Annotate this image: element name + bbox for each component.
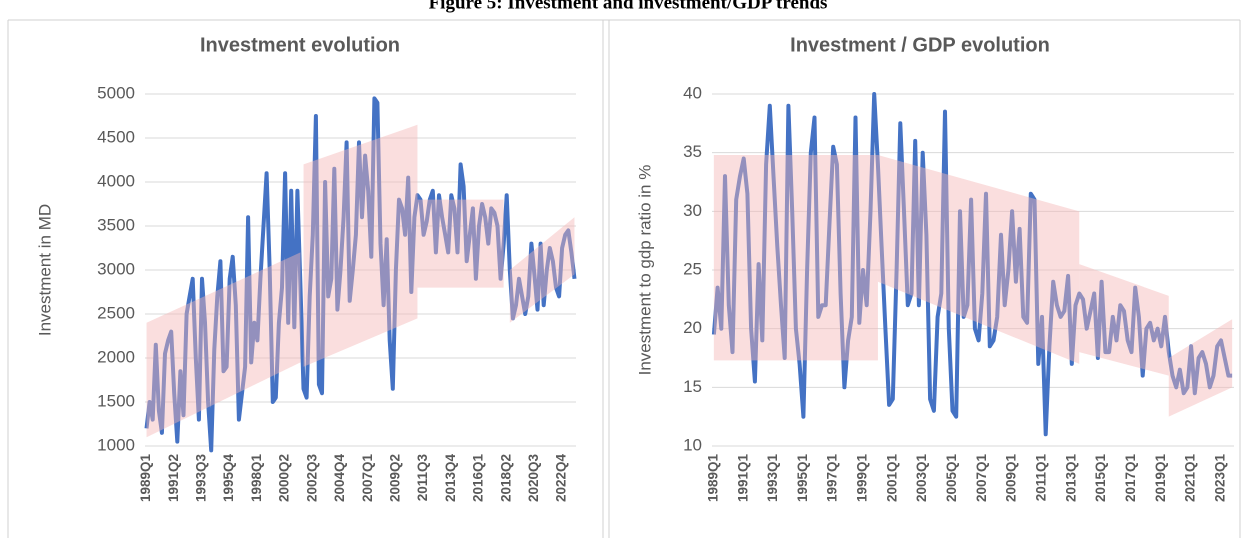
x-tick-label: 2023Q1	[1213, 454, 1228, 503]
y-tick-label: 40	[683, 83, 702, 102]
figure-title: Figure 5: Investment and investment/GDP …	[429, 0, 828, 13]
y-tick-label: 25	[683, 259, 702, 278]
x-tick-label: 1993Q1	[765, 454, 780, 503]
x-tick-label: 2022Q4	[554, 454, 569, 503]
y-tick-label: 30	[683, 201, 702, 220]
x-tick-label: 1995Q1	[795, 454, 810, 503]
x-tick-label: 2009Q2	[387, 454, 402, 502]
y-tick-label: 1500	[97, 391, 135, 410]
x-tick-label: 1997Q1	[825, 454, 840, 503]
x-tick-label: 2015Q1	[1093, 454, 1108, 503]
y-tick-label: 4500	[97, 127, 135, 146]
trend-band	[303, 124, 418, 367]
x-tick-label: 2007Q1	[974, 454, 989, 503]
x-tick-label: 2017Q1	[1123, 454, 1138, 503]
x-tick-label: 1993Q3	[194, 454, 209, 503]
x-tick-label: 2013Q4	[443, 454, 458, 503]
x-tick-label: 2021Q1	[1183, 454, 1198, 503]
y-tick-label: 5000	[97, 83, 135, 102]
x-tick-label: 1999Q1	[855, 454, 870, 503]
trend-band	[146, 252, 301, 438]
y-tick-label: 4000	[97, 171, 135, 190]
x-tick-label: 2013Q1	[1063, 454, 1078, 503]
y-tick-label: 2500	[97, 303, 135, 322]
y-tick-label: 1000	[97, 435, 135, 454]
x-tick-label: 2009Q1	[1004, 454, 1019, 503]
data-line	[711, 92, 1233, 437]
x-tick-label: 2000Q2	[277, 454, 292, 502]
x-tick-label: 1989Q1	[705, 454, 720, 503]
x-tick-label: 2007Q1	[360, 454, 375, 503]
x-tick-label: 2020Q3	[526, 454, 541, 503]
y-tick-label: 10	[683, 435, 702, 454]
y-axis-title: Investment to gdp ratio in %	[635, 165, 654, 376]
y-tick-label: 2000	[97, 347, 135, 366]
y-tick-label: 3000	[97, 259, 135, 278]
x-tick-label: 2001Q1	[884, 454, 899, 503]
chart-title: Investment / GDP evolution	[790, 34, 1050, 56]
y-tick-label: 20	[683, 318, 702, 337]
x-tick-label: 1991Q1	[735, 454, 750, 503]
x-tick-label: 1989Q1	[138, 454, 153, 503]
data-line	[144, 96, 577, 453]
trend-band	[417, 199, 504, 288]
x-tick-label: 1998Q1	[249, 454, 264, 503]
x-tick-label: 1991Q2	[166, 454, 181, 502]
y-axis-title: Investment in MD	[35, 204, 54, 336]
y-tick-label: 3500	[97, 215, 135, 234]
y-tick-label: 35	[683, 142, 702, 161]
x-tick-label: 2003Q1	[914, 454, 929, 503]
trend-band	[509, 217, 575, 323]
x-tick-label: 2005Q1	[944, 454, 959, 503]
x-tick-label: 2019Q1	[1153, 454, 1168, 503]
x-tick-label: 2016Q1	[471, 454, 486, 503]
x-tick-label: 2002Q3	[304, 454, 319, 503]
x-tick-label: 2018Q2	[498, 454, 513, 502]
x-tick-label: 2011Q3	[415, 454, 430, 502]
chart-title: Investment evolution	[200, 34, 400, 56]
trend-band	[1168, 319, 1233, 417]
x-tick-label: 2004Q4	[332, 454, 347, 503]
trend-band	[1079, 264, 1169, 376]
y-tick-label: 15	[683, 377, 702, 396]
x-tick-label: 2011Q1	[1034, 454, 1049, 502]
trend-band	[877, 155, 1080, 364]
trend-band	[713, 155, 878, 361]
x-tick-label: 1995Q4	[221, 454, 236, 503]
